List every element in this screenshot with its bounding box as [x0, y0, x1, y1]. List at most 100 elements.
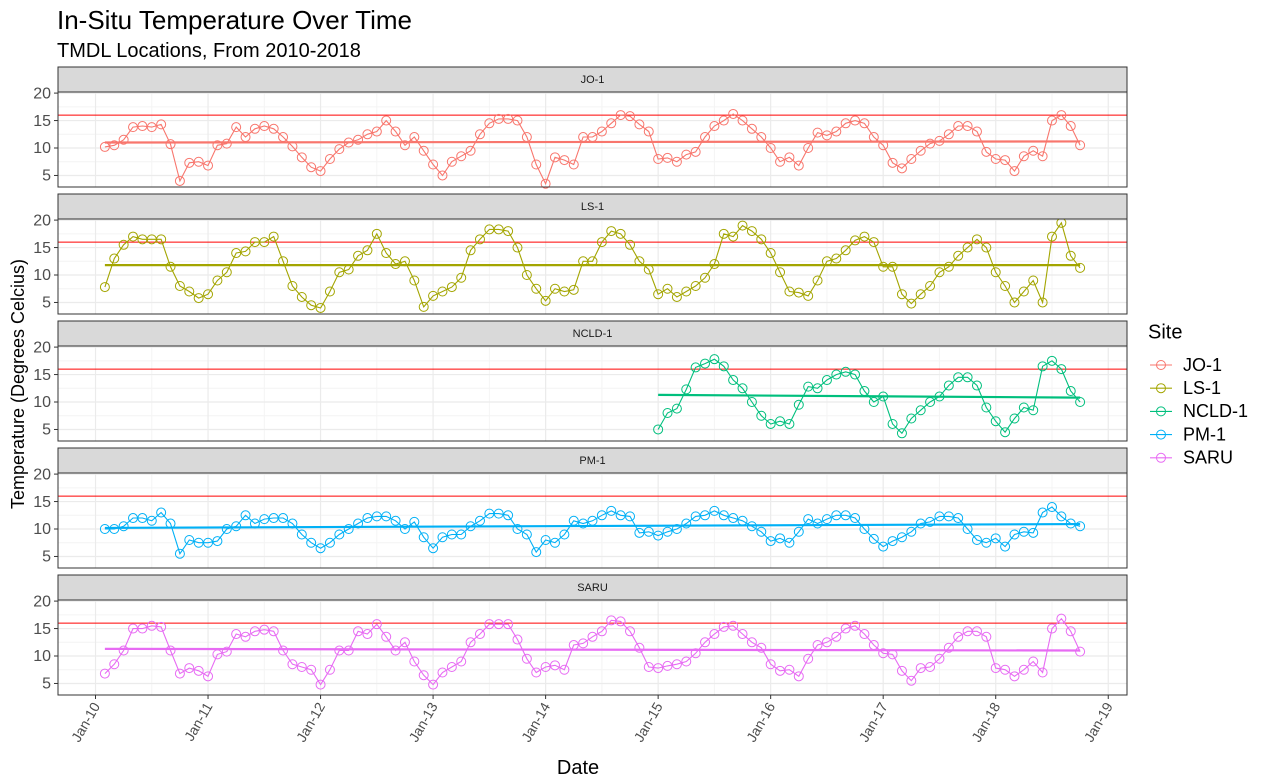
data-point: [821, 514, 832, 525]
data-point: [718, 228, 729, 239]
data-point: [1075, 646, 1086, 657]
data-point: [399, 637, 410, 648]
data-point: [531, 159, 542, 170]
data-point: [521, 132, 532, 143]
data-point: [671, 403, 682, 414]
data-point: [437, 667, 448, 678]
data-point: [137, 623, 148, 634]
data-point: [793, 399, 804, 410]
data-point: [596, 510, 607, 521]
data-point: [615, 616, 626, 627]
data-point: [756, 642, 767, 653]
data-point: [634, 642, 645, 653]
data-point: [249, 123, 260, 134]
data-point: [390, 126, 401, 137]
data-point: [934, 391, 945, 402]
data-point: [850, 235, 861, 246]
data-point: [971, 626, 982, 637]
strip: [57, 574, 1128, 601]
strip: [57, 447, 1128, 474]
data-point: [381, 511, 392, 522]
data-point: [775, 416, 786, 427]
data-point: [1028, 275, 1039, 286]
data-point: [643, 526, 654, 537]
data-point: [765, 143, 776, 154]
data-point: [324, 537, 335, 548]
data-point: [249, 518, 260, 529]
data-point: [812, 127, 823, 138]
data-point: [156, 234, 167, 245]
data-point: [231, 629, 242, 640]
legend-marker: [1156, 452, 1166, 463]
data-point: [737, 220, 748, 231]
data-point: [128, 231, 139, 242]
data-point: [906, 298, 917, 309]
y-tick-label: 5: [42, 676, 51, 693]
x-tick-label: Jan-11: [181, 699, 216, 743]
data-point: [268, 231, 279, 242]
data-point: [146, 122, 157, 133]
data-point: [193, 156, 204, 167]
data-point: [934, 267, 945, 278]
y-tick-label: 15: [33, 494, 51, 511]
data-point: [259, 121, 270, 132]
data-point: [193, 665, 204, 676]
data-point: [174, 548, 185, 559]
data-point: [821, 256, 832, 267]
data-point: [1075, 521, 1086, 532]
data-point: [278, 132, 289, 143]
data-point: [925, 280, 936, 291]
data-point: [343, 524, 354, 535]
data-point: [887, 536, 898, 547]
data-point: [840, 245, 851, 256]
data-point: [1018, 664, 1029, 675]
legend-marker: [1156, 429, 1166, 440]
x-tick-label: Jan-12: [293, 699, 328, 744]
data-point: [446, 282, 457, 293]
data-point: [1075, 140, 1086, 151]
data-point: [981, 146, 992, 157]
data-point: [831, 631, 842, 642]
data-point: [700, 132, 711, 143]
data-point: [718, 361, 729, 372]
data-point: [1046, 355, 1057, 366]
data-point: [868, 640, 879, 651]
y-tick-label: 5: [42, 549, 51, 566]
y-tick-label: 10: [33, 394, 51, 411]
data-point: [850, 369, 861, 380]
data-point: [971, 126, 982, 137]
data-point: [606, 118, 617, 129]
data-point: [943, 511, 954, 522]
data-point: [700, 637, 711, 648]
data-point: [353, 134, 364, 145]
y-tick-label: 10: [33, 267, 51, 284]
data-point: [737, 115, 748, 126]
data-point: [371, 126, 382, 137]
data-point: [418, 670, 429, 681]
data-point: [278, 256, 289, 267]
data-point: [381, 115, 392, 126]
data-point: [193, 293, 204, 304]
data-point: [859, 629, 870, 640]
data-point: [643, 126, 654, 137]
data-point: [1018, 151, 1029, 162]
data-point: [334, 529, 345, 540]
data-point: [1037, 151, 1048, 162]
data-point: [737, 383, 748, 394]
data-point: [540, 661, 551, 672]
data-point: [559, 529, 570, 540]
data-point: [887, 418, 898, 429]
data-point: [1009, 413, 1020, 424]
data-point: [465, 145, 476, 156]
x-tick-label: Jan-13: [405, 699, 440, 744]
y-tick-label: 20: [33, 593, 51, 610]
data-point: [549, 537, 560, 548]
data-point: [718, 115, 729, 126]
data-point: [625, 626, 636, 637]
data-point: [109, 253, 120, 264]
data-point: [446, 661, 457, 672]
panel-background: [58, 92, 1127, 187]
data-point: [868, 397, 879, 408]
data-point: [634, 256, 645, 267]
chart-title: In-Situ Temperature Over Time: [57, 5, 412, 35]
